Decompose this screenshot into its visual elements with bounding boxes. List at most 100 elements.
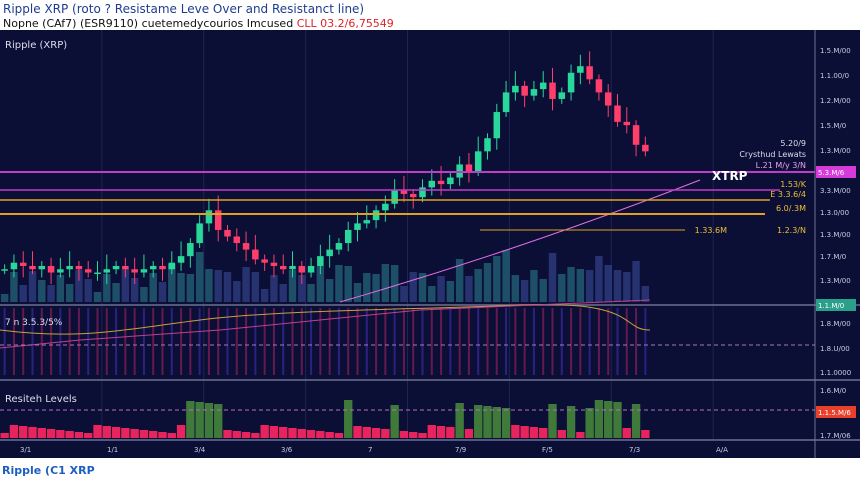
rsi-bar <box>251 433 260 438</box>
candle-body <box>279 265 287 270</box>
candle-body <box>242 243 250 250</box>
rsi-bar <box>353 426 362 438</box>
volume-bar <box>465 276 473 302</box>
price-tag-label: 1.1.M/0 <box>818 302 844 310</box>
rsi-bar <box>418 433 427 438</box>
y-tick-label: 1.3.0/00 <box>820 209 849 217</box>
rsi-bar <box>65 431 74 438</box>
candle-body <box>84 269 92 273</box>
candle-body <box>47 265 55 273</box>
volume-bar <box>279 284 287 302</box>
rsi-bar <box>613 402 622 438</box>
crystal-annotation: Crysthud Lewats <box>739 150 806 159</box>
y-tick-label: 1.2.M/00 <box>820 97 851 105</box>
rsi-bar <box>56 430 65 438</box>
price-chart[interactable]: 1.5.M/00 1.1.00/0 1.2.M/00 1.5.M/0 1.3.M/00 3… <box>0 30 860 460</box>
rsi-bar <box>158 432 167 438</box>
rsi-bar <box>186 401 195 438</box>
volume-bar <box>353 283 362 302</box>
volume-bar <box>223 272 232 302</box>
volume-bar <box>576 269 585 302</box>
candle-body <box>149 265 157 270</box>
volume-bar <box>400 286 408 302</box>
candle-body <box>38 265 46 270</box>
volume-bar <box>520 280 529 302</box>
candle-body <box>344 229 352 244</box>
x-tick-label: 7/3 <box>629 446 640 454</box>
x-tick-label: 7 <box>368 446 372 454</box>
volume-bar <box>65 284 74 302</box>
volume-bar <box>344 266 352 302</box>
volume-bar <box>409 272 417 302</box>
rsi-bar <box>279 427 288 438</box>
candle-body <box>66 265 73 270</box>
volume-bar <box>390 265 399 302</box>
volume-bar <box>140 287 148 302</box>
candle-body <box>530 89 538 96</box>
chart-title: Ripple XRP (roto ? Resistame Leve Over a… <box>3 2 365 16</box>
moving-average-line <box>339 179 701 303</box>
volume-bar <box>455 259 464 302</box>
level-label-2: E 3.3.6/4 <box>770 190 806 199</box>
candle-body <box>372 210 380 221</box>
rsi-bar <box>19 426 28 438</box>
rsi-bar <box>176 425 186 438</box>
candle-body <box>474 151 482 171</box>
price-tag <box>816 299 856 311</box>
volume-bar <box>47 285 55 302</box>
candle-body <box>614 105 621 122</box>
volume-bar <box>335 265 343 302</box>
volume-bar <box>130 278 139 302</box>
price-tag-label: 1.1.5.M/6 <box>818 409 851 417</box>
rsi-bar <box>585 408 594 438</box>
candle-body <box>1 269 8 271</box>
rsi-bar <box>455 403 464 438</box>
rsi-bar <box>93 425 102 438</box>
y-tick-label: 1.3.M/00 <box>820 277 851 285</box>
candle-body <box>437 180 445 185</box>
x-tick-label: 7/9 <box>455 446 466 454</box>
candle-body <box>642 144 649 152</box>
volume-bar <box>195 252 204 302</box>
candle-body <box>187 243 194 257</box>
volume-bar <box>316 266 325 302</box>
y-tick-label: 1.7.M/06 <box>820 432 851 440</box>
volume-bar <box>363 273 371 302</box>
volume-bar <box>298 275 306 302</box>
y-tick-label: 1.5.M/00 <box>820 47 851 55</box>
rsi-bar <box>604 401 613 438</box>
candle-body <box>465 164 473 171</box>
volume-bar <box>632 261 640 302</box>
candle-body <box>623 121 631 126</box>
rsi-bar <box>371 428 381 438</box>
volume-bar <box>56 275 65 302</box>
volume-bar <box>585 270 594 302</box>
rsi-bar <box>74 432 84 438</box>
indicator-label: 7 n 3.5.3/5% <box>5 318 63 328</box>
candle-body <box>214 210 222 230</box>
rsi-bar <box>325 432 334 438</box>
x-tick-label: 3/1 <box>20 446 31 454</box>
candle-body <box>409 193 417 198</box>
candle-body <box>94 272 101 275</box>
footer-label: Ripple (C1 XRP <box>2 464 95 477</box>
x-tick-label: 3/4 <box>194 446 206 454</box>
candle-body <box>354 223 361 230</box>
rsi-bar <box>399 431 409 438</box>
rsi-bar <box>511 425 520 438</box>
y-tick-label: 1.3.M/00 <box>820 231 851 239</box>
rsi-bar <box>539 428 548 438</box>
volume-bar <box>93 292 102 302</box>
level-label-5: 1.2.3/N <box>777 226 806 235</box>
candle-body <box>261 259 268 263</box>
candle-body <box>122 265 129 270</box>
rsi-bar <box>594 400 604 438</box>
candle-body <box>595 79 603 93</box>
candle-body <box>391 190 398 204</box>
level-label-4: 1.33.6M <box>695 226 727 235</box>
rsi-bar <box>474 405 483 438</box>
candle-body <box>604 92 612 106</box>
rsi-bar <box>631 404 641 438</box>
rsi-bar <box>130 429 139 438</box>
rsi-bar <box>641 430 650 438</box>
